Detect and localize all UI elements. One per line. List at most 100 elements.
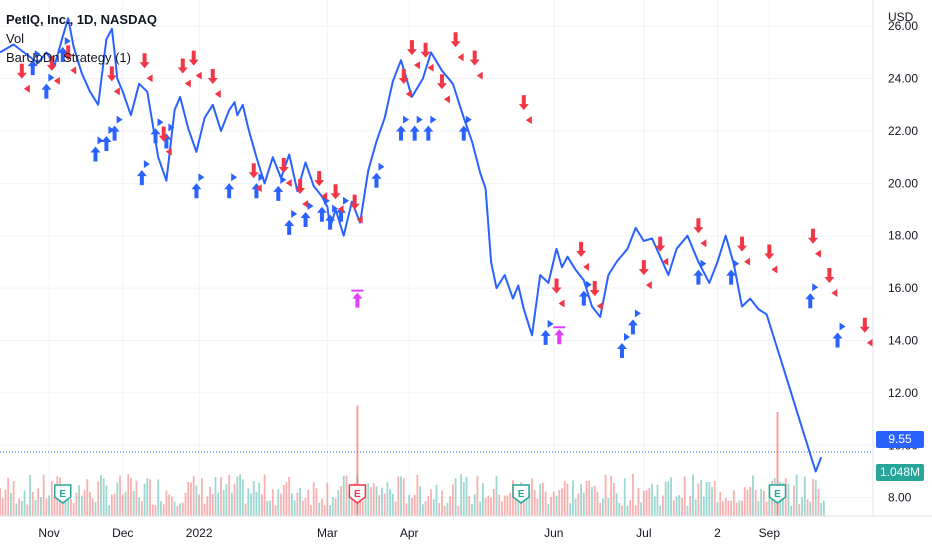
volume-bar: [206, 496, 209, 516]
short-entry-marker: [70, 66, 77, 75]
volume-histogram: [0, 405, 825, 516]
earnings-marker-label: E: [354, 489, 361, 500]
short-entry-arrow: [469, 50, 480, 66]
volume-bar: [615, 493, 618, 516]
volume-bar: [787, 483, 790, 516]
volume-bar: [200, 477, 203, 516]
volume-bar: [648, 487, 651, 516]
volume-bar: [220, 477, 222, 516]
time-axis[interactable]: Nov Dec 2022 Mar Apr Jun Jul 2 Sep: [38, 526, 780, 540]
volume-bar: [116, 482, 119, 516]
volume-bar: [72, 503, 75, 516]
volume-bar: [307, 489, 310, 516]
volume-bar: [351, 499, 353, 516]
earnings-marker[interactable]: E: [768, 484, 787, 504]
earnings-marker[interactable]: E: [348, 484, 367, 504]
long-entry-arrow: [316, 206, 327, 222]
volume-bar: [255, 491, 258, 516]
volume-bar: [678, 495, 681, 516]
short-entry-arrow: [807, 228, 818, 244]
price-series: [0, 17, 823, 473]
volume-bar: [34, 499, 37, 516]
volume-bar: [334, 498, 337, 516]
volume-bar: [170, 496, 173, 516]
volume-bar: [31, 491, 34, 516]
y-tick-label: 20.00: [888, 176, 918, 190]
short-entry-marker: [831, 289, 838, 298]
long-entry-arrow: [300, 212, 311, 228]
volume-indicator-label[interactable]: Vol: [6, 31, 25, 46]
short-entry-marker: [302, 199, 309, 208]
volume-bar: [536, 498, 539, 516]
volume-bar: [321, 498, 323, 516]
volume-bar: [83, 490, 86, 516]
symbol-title[interactable]: PetIQ, Inc., 1D, NASDAQ: [6, 12, 157, 27]
volume-bar: [498, 494, 501, 516]
volume-bar: [394, 501, 397, 516]
price-axis[interactable]: 8.0010.0012.0014.0016.0018.0020.0022.002…: [888, 19, 918, 504]
volume-bar: [236, 476, 239, 516]
volume-bar: [421, 504, 424, 516]
short-entry-arrow: [518, 95, 529, 111]
earnings-marker[interactable]: E: [512, 484, 530, 504]
volume-bar: [735, 502, 738, 516]
volume-bar: [795, 474, 798, 516]
short-entry-arrow: [158, 126, 169, 142]
volume-bar: [42, 474, 45, 516]
short-entry-arrow: [406, 40, 417, 56]
volume-bar: [511, 479, 514, 516]
volume-bar: [124, 491, 127, 516]
short-entry-arrow: [764, 244, 775, 260]
x-tick-label: Dec: [112, 526, 133, 540]
volume-bar: [15, 503, 18, 516]
volume-bar: [160, 501, 162, 516]
long-entry-arrow: [627, 319, 638, 335]
volume-bar: [664, 481, 667, 516]
volume-bar: [381, 487, 383, 516]
short-entry-arrow: [106, 66, 117, 82]
volume-bar: [61, 498, 64, 516]
volume-bar: [670, 477, 673, 516]
volume-bar: [190, 482, 192, 516]
volume-bar: [642, 490, 645, 516]
short-entry-arrow: [859, 317, 870, 333]
volume-bar: [67, 485, 70, 516]
volume-bar: [612, 482, 615, 516]
last-volume-badge: 1.048M: [876, 464, 924, 481]
volume-bar: [634, 505, 637, 516]
long-entry-marker: [116, 115, 123, 124]
long-entry-marker: [291, 209, 298, 218]
long-entry-arrow: [458, 125, 469, 141]
volume-bar: [577, 493, 580, 516]
earnings-marker[interactable]: E: [53, 484, 72, 504]
currency-label: USD: [888, 10, 914, 24]
volume-bar: [522, 497, 525, 516]
volume-bar: [708, 482, 711, 516]
short-entry-marker: [814, 249, 821, 258]
strategy-label[interactable]: BarUpDn Strategy (1): [6, 50, 131, 65]
long-entry-arrow: [726, 269, 737, 285]
last-price-badge: 9.55: [876, 431, 924, 448]
volume-bar: [533, 490, 536, 516]
volume-bar: [419, 486, 422, 516]
volume-bar: [211, 493, 214, 516]
short-entry-arrow: [314, 171, 325, 187]
short-entry-arrow: [420, 42, 431, 58]
volume-bar: [192, 476, 195, 516]
volume-bar: [454, 478, 457, 516]
volume-bar: [397, 476, 400, 516]
volume-bar: [531, 478, 533, 516]
volume-bar: [694, 499, 697, 516]
short-entry-marker: [525, 116, 532, 125]
earnings-marker-label: E: [59, 489, 66, 500]
volume-bar: [656, 484, 659, 516]
volume-bar: [574, 498, 577, 516]
short-entry-marker: [476, 71, 483, 80]
volume-bar: [757, 501, 760, 516]
volume-bar: [383, 493, 386, 516]
short-entry-arrow: [46, 55, 57, 71]
volume-bar: [326, 482, 329, 516]
short-entry-marker: [195, 71, 202, 80]
volume-bar: [252, 480, 255, 516]
